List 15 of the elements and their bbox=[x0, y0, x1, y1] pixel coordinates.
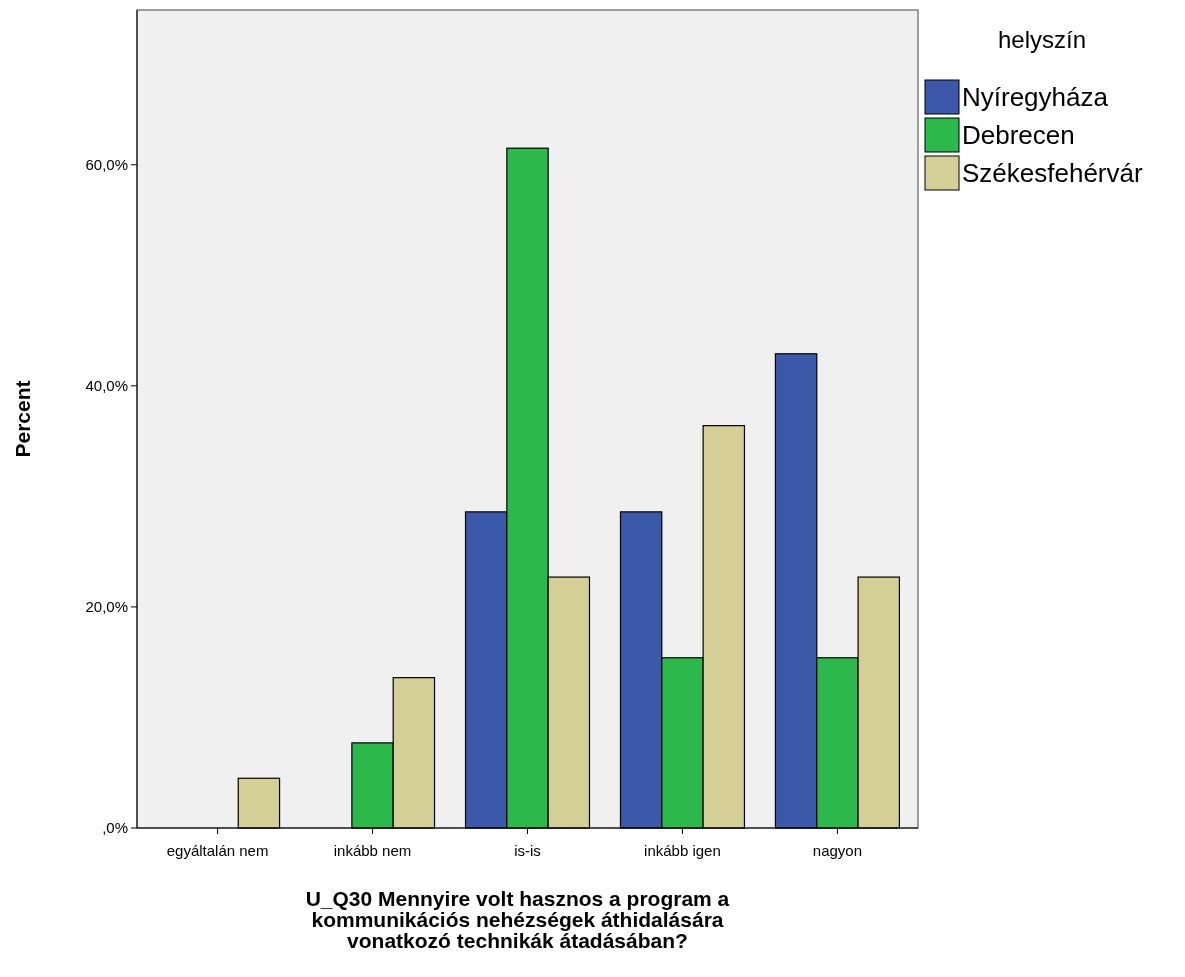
legend-label: Nyíregyháza bbox=[962, 82, 1109, 113]
y-axis-title: Percent bbox=[11, 380, 34, 458]
legend-label: Debrecen bbox=[962, 120, 1075, 151]
y-tick-label: 40,0% bbox=[85, 377, 128, 395]
x-tick-label: inkább igen bbox=[644, 842, 721, 859]
y-tick-label: ,0% bbox=[102, 819, 128, 837]
x-tick-label: inkább nem bbox=[333, 842, 412, 859]
x-tick-label: is-is bbox=[514, 842, 541, 859]
x-tick-label: egyáltalán nem bbox=[166, 842, 269, 859]
legend-title: helyszín bbox=[997, 26, 1087, 53]
y-tick-label: 20,0% bbox=[85, 598, 128, 616]
x-axis-title: U_Q30 Mennyire volt hasznos a program a kommunikációs nehézségek áthidalására vonatkozó technikák átadásában? bbox=[305, 887, 730, 952]
legend-label: Székesfehérvár bbox=[962, 158, 1143, 189]
x-tick-label: nagyon bbox=[812, 842, 863, 859]
y-tick-label: 60,0% bbox=[85, 156, 128, 174]
